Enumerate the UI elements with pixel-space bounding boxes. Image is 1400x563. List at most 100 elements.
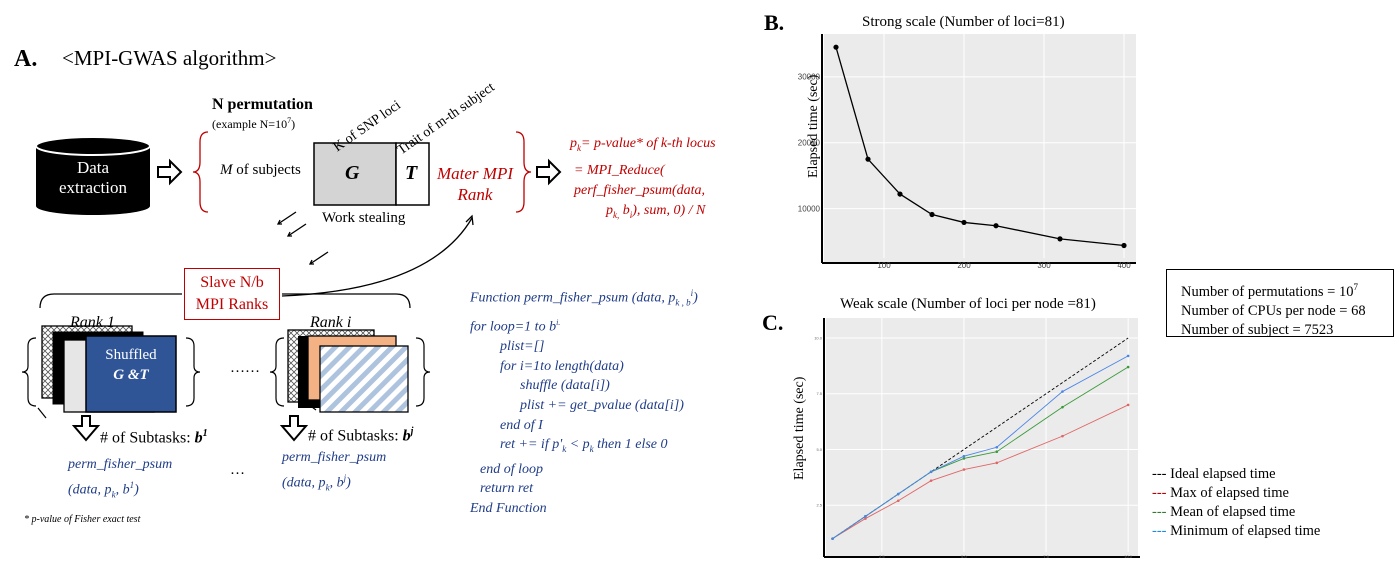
t-label: T	[405, 162, 418, 184]
data-point	[865, 156, 871, 162]
x-tick-label: 10.0	[1124, 554, 1133, 559]
x-tick-label: 5.0	[961, 554, 967, 559]
data-point	[831, 537, 834, 540]
data-point	[929, 211, 935, 218]
data-point	[1126, 365, 1130, 369]
y-tick-label: 10000	[798, 204, 821, 213]
y-tick-label: 30000	[798, 72, 821, 81]
ranks-brace	[39, 293, 411, 309]
formula-line-3: pk, bi), sum, 0) / N	[606, 203, 706, 220]
subtasks-rank-1: # of Subtasks: b1	[100, 428, 208, 447]
genotype-matrix-box	[313, 142, 397, 206]
strong-scale-chart: 100 200 300 400 10000 20000 30000	[798, 44, 1131, 270]
arrow-down-icon	[71, 415, 309, 442]
y-tick-label: 10.0	[814, 335, 823, 340]
weak-scale-chart: 2.5 5.0 7.5 10.0 2.5 5.0 7.5 10.0	[814, 335, 1133, 559]
data-point	[929, 470, 933, 474]
strong-scale-ylabel: Elapsed time (sec)	[806, 74, 821, 178]
arrow-right-icon	[157, 158, 562, 186]
data-point	[1061, 390, 1064, 393]
panel-c-label: C.	[762, 310, 784, 335]
left-brace	[192, 131, 209, 213]
legend-label: Ideal elapsed time	[1170, 466, 1276, 482]
shuffled-gt-label: Shuffled G &T	[105, 347, 157, 383]
permutations-count: Number of permutations = 107	[1181, 282, 1358, 300]
parameters-box: Number of permutations = 107 Number of C…	[1166, 269, 1394, 338]
data-point	[995, 461, 999, 465]
data-point	[995, 445, 999, 449]
slave-to-master-arrow	[281, 217, 473, 297]
strong-scale-title: Strong scale (Number of loci=81)	[862, 14, 1065, 30]
data-point	[993, 223, 999, 229]
rank-1-stack	[21, 325, 201, 419]
series-line	[835, 46, 1125, 247]
legend-dash: ---	[1152, 466, 1167, 482]
data-point	[896, 492, 900, 496]
data-point	[1057, 236, 1063, 242]
data-point	[1061, 405, 1064, 409]
legend-label: Minimum of elapsed time	[1170, 523, 1321, 539]
data-point	[864, 515, 867, 518]
weak-scale-grid	[826, 318, 1138, 552]
rank-ellipsis: ……	[230, 360, 260, 376]
panel-a-title: <MPI-GWAS algorithm>	[62, 46, 277, 70]
weak-scale-title: Weak scale (Number of loci per node =81)	[840, 296, 1096, 312]
right-brace	[515, 131, 532, 213]
trait-box	[395, 142, 430, 206]
x-tick-label: 400	[1117, 261, 1131, 270]
n-permutation-title: N permutation	[212, 96, 313, 113]
data-extraction-label: Data extraction	[59, 158, 127, 197]
legend-item: --- Mean of elapsed time	[1152, 503, 1320, 522]
data-point	[962, 457, 966, 460]
legend-item: --- Minimum of elapsed time	[1152, 522, 1320, 541]
data-point	[896, 499, 900, 503]
slave-ranks-box: Slave N/b MPI Ranks	[184, 268, 280, 320]
data-point	[897, 191, 903, 197]
data-point	[961, 219, 967, 226]
master-rank-label: Mater MPI Rank	[436, 164, 513, 204]
y-tick-label: 20000	[798, 138, 821, 147]
data-point	[1126, 403, 1130, 407]
weak-scale-legend: --- Ideal elapsed time --- Max of elapse…	[1152, 465, 1320, 541]
x-tick-label: 200	[957, 261, 971, 270]
bottom-ellipsis: …	[230, 462, 245, 478]
n-permutation-example: (example N=107)	[212, 116, 296, 131]
legend-item: --- Ideal elapsed time	[1152, 465, 1320, 484]
series-line	[832, 355, 1129, 540]
g-label: G	[345, 162, 360, 184]
weak-scale-ylabel: Elapsed time (sec)	[792, 376, 807, 480]
rank-i-label: Rank i	[310, 314, 352, 331]
psum-call-rank-i: perm_fisher_psum (data, pk, bj)	[282, 450, 387, 493]
subject-count: Number of subject = 7523	[1181, 321, 1334, 338]
work-stealing-arrows	[276, 211, 329, 265]
y-tick-label: 7.5	[816, 391, 822, 396]
pseudo-code-block: Function perm_fisher_psum (data, pk , bi…	[470, 288, 698, 516]
data-point	[1126, 354, 1130, 358]
data-point	[962, 468, 966, 471]
panel-a-label: A.	[14, 46, 38, 72]
formula-line-2: perf_fisher_psum(data,	[574, 183, 706, 198]
data-point	[1121, 242, 1127, 249]
x-tick-label: 2.5	[879, 554, 885, 559]
formula-line-1: = MPI_Reduce(	[574, 163, 665, 178]
m-subjects-label: M of subjects	[220, 162, 301, 178]
subtasks-rank-i: # of Subtasks: bj	[308, 426, 414, 445]
data-point	[833, 44, 839, 50]
panel-b-label: B.	[764, 10, 785, 35]
data-point	[995, 450, 999, 454]
legend-label: Mean of elapsed time	[1170, 504, 1296, 520]
legend-item: --- Max of elapsed time	[1152, 484, 1320, 503]
y-tick-label: 2.5	[816, 503, 822, 508]
database-icon	[35, 136, 151, 215]
data-point	[864, 517, 867, 520]
cpus-per-node: Number of CPUs per node = 68	[1181, 302, 1366, 319]
rank-1-label: Rank 1	[70, 314, 115, 331]
psum-call-rank-1: perm_fisher_psum (data, pk, b1)	[68, 457, 173, 500]
footnote: * p-value of Fisher exact test	[24, 514, 141, 525]
legend-dash: ---	[1152, 523, 1167, 539]
legend-dash: ---	[1152, 485, 1167, 501]
x-tick-label: 100	[877, 261, 891, 270]
series-line	[832, 404, 1129, 540]
data-point	[929, 479, 933, 482]
